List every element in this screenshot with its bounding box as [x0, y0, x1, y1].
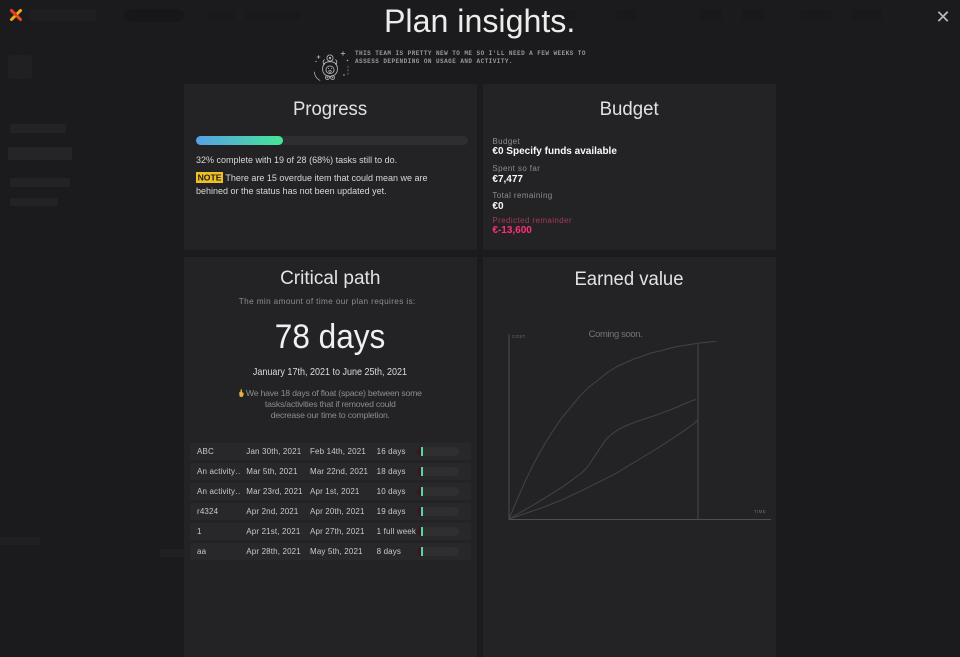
svg-text:TIME: TIME — [754, 509, 766, 514]
svg-text:COST: COST — [512, 334, 526, 339]
